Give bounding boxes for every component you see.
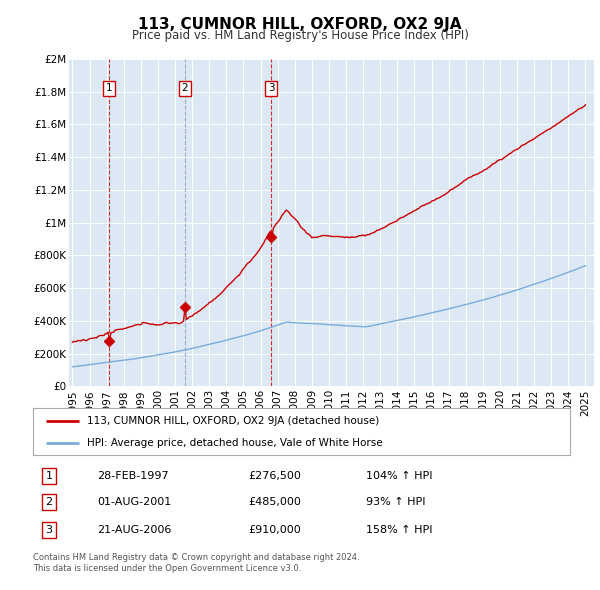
- Text: £485,000: £485,000: [248, 497, 301, 507]
- Text: 1: 1: [46, 471, 53, 481]
- Text: 3: 3: [268, 83, 275, 93]
- Text: 2: 2: [182, 83, 188, 93]
- Text: £910,000: £910,000: [248, 525, 301, 535]
- Text: 113, CUMNOR HILL, OXFORD, OX2 9JA (detached house): 113, CUMNOR HILL, OXFORD, OX2 9JA (detac…: [87, 415, 379, 425]
- Text: 28-FEB-1997: 28-FEB-1997: [97, 471, 169, 481]
- Text: 113, CUMNOR HILL, OXFORD, OX2 9JA: 113, CUMNOR HILL, OXFORD, OX2 9JA: [138, 17, 462, 31]
- Text: HPI: Average price, detached house, Vale of White Horse: HPI: Average price, detached house, Vale…: [87, 438, 382, 448]
- Text: Price paid vs. HM Land Registry's House Price Index (HPI): Price paid vs. HM Land Registry's House …: [131, 30, 469, 42]
- Text: Contains HM Land Registry data © Crown copyright and database right 2024.: Contains HM Land Registry data © Crown c…: [33, 553, 359, 562]
- Text: 3: 3: [46, 525, 53, 535]
- Text: 01-AUG-2001: 01-AUG-2001: [97, 497, 172, 507]
- Text: 2: 2: [46, 497, 53, 507]
- Text: 21-AUG-2006: 21-AUG-2006: [97, 525, 172, 535]
- Text: This data is licensed under the Open Government Licence v3.0.: This data is licensed under the Open Gov…: [33, 564, 301, 573]
- Text: £276,500: £276,500: [248, 471, 301, 481]
- Text: 104% ↑ HPI: 104% ↑ HPI: [366, 471, 433, 481]
- Text: 1: 1: [106, 83, 113, 93]
- Text: 158% ↑ HPI: 158% ↑ HPI: [366, 525, 433, 535]
- Text: 93% ↑ HPI: 93% ↑ HPI: [366, 497, 425, 507]
